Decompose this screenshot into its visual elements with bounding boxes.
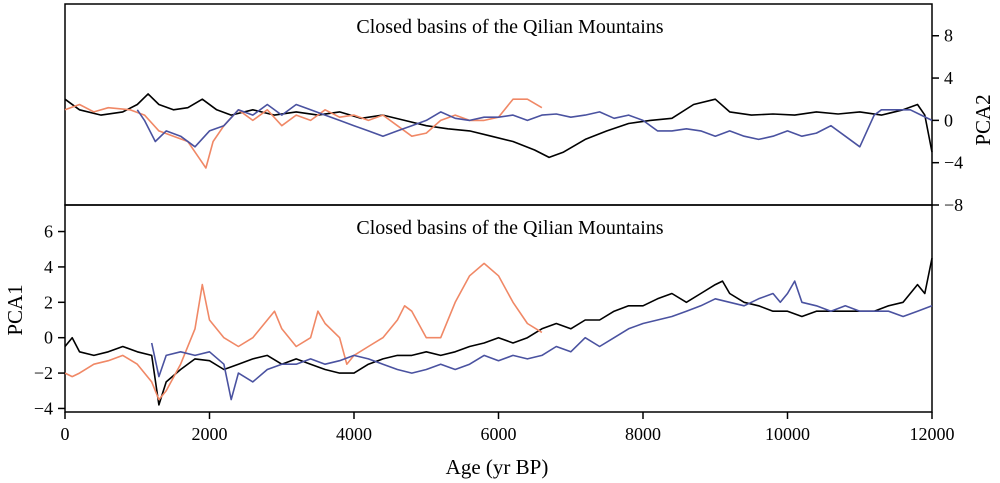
top-series-group [64, 93, 933, 169]
y-tick-label: −8 [944, 195, 963, 215]
top-panel: Closed basins of the Qilian Mountains 8 4… [64, 3, 995, 215]
y-tick-label: 0 [44, 328, 53, 348]
y-tick-label: 4 [944, 68, 953, 88]
y-tick-label: −4 [944, 153, 963, 173]
bottom-y-axis: 6 4 2 0 −2 −4 [34, 222, 65, 418]
x-tick-label: 8000 [625, 424, 661, 444]
bottom-y-axis-label: PCA1 [3, 284, 27, 335]
y-tick-label: 4 [44, 257, 53, 277]
bottom-panel: Closed basins of the Qilian Mountains 6 4… [3, 204, 955, 479]
series-line-top-0 [64, 93, 933, 159]
series-line-top-1 [64, 98, 543, 169]
series-line-bottom-1 [64, 262, 543, 401]
y-tick-label: 0 [944, 110, 953, 130]
x-tick-label: 0 [61, 424, 70, 444]
top-y-axis: 8 4 0 −4 −8 [932, 26, 963, 215]
bottom-panel-title: Closed basins of the Qilian Mountains [356, 217, 663, 239]
x-tick-label: 2000 [192, 424, 228, 444]
y-tick-label: −4 [34, 398, 53, 418]
bottom-series-group [64, 257, 933, 406]
top-y-axis-label: PCA2 [971, 94, 995, 145]
series-line-top-2 [136, 103, 933, 148]
y-tick-label: 6 [44, 222, 53, 242]
x-tick-label: 4000 [336, 424, 372, 444]
y-tick-label: −2 [34, 363, 53, 383]
series-line-bottom-2 [150, 280, 933, 401]
top-panel-title: Closed basins of the Qilian Mountains [356, 16, 663, 38]
x-tick-label: 12000 [910, 424, 955, 444]
x-tick-label: 10000 [765, 424, 810, 444]
x-axis-label: Age (yr BP) [446, 455, 549, 479]
x-axis: 0 2000 4000 6000 8000 10000 12000 [61, 412, 955, 444]
y-tick-label: 2 [44, 292, 53, 312]
x-tick-label: 6000 [481, 424, 517, 444]
series-line-bottom-0 [64, 257, 933, 406]
y-tick-label: 8 [944, 26, 953, 46]
